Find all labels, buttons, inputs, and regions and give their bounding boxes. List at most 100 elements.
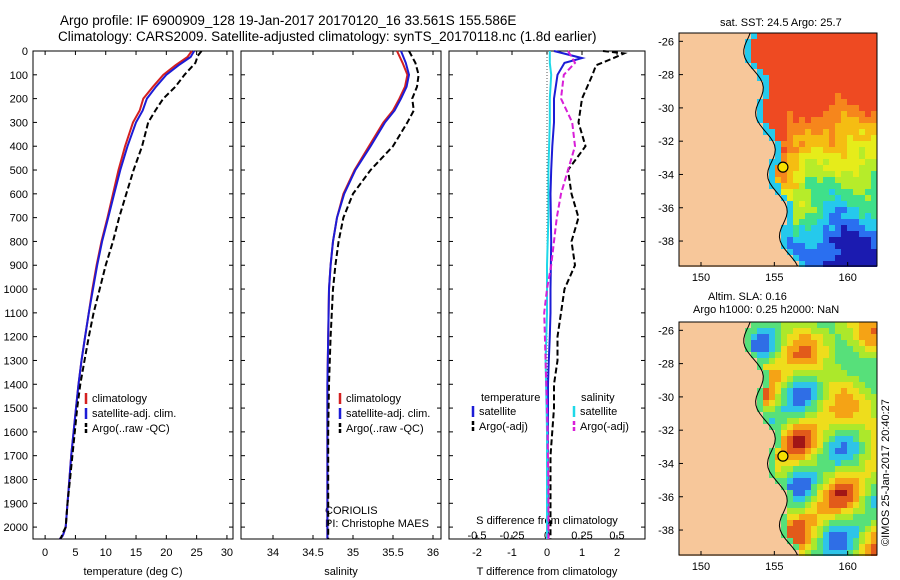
sla-map-cell bbox=[811, 328, 817, 334]
sst-map-cell bbox=[865, 219, 871, 225]
sst-map-cell bbox=[727, 93, 733, 99]
sla-map-cell bbox=[811, 388, 817, 394]
sst-map-cell bbox=[715, 141, 721, 147]
sla-map-cell bbox=[841, 352, 847, 358]
depth-tick-label: 700 bbox=[10, 213, 28, 225]
sla-map-cell bbox=[781, 484, 787, 490]
sla-map-cell bbox=[769, 358, 775, 364]
sst-map-cell bbox=[859, 159, 865, 165]
sla-map-cell bbox=[727, 430, 733, 436]
sst-map-cell bbox=[823, 147, 829, 153]
sst-map-cell bbox=[703, 153, 709, 159]
sst-map-cell bbox=[703, 33, 709, 39]
sla-map-cell bbox=[871, 382, 877, 388]
sla-map-cell bbox=[733, 544, 739, 550]
sst-map-cell bbox=[745, 117, 751, 123]
sla-map-cell bbox=[715, 418, 721, 424]
sst-map-cell bbox=[703, 51, 709, 57]
sst-map-cell bbox=[739, 69, 745, 75]
sla-map-cell bbox=[697, 448, 703, 454]
sst-map-cell bbox=[871, 213, 877, 219]
sla-map-cell bbox=[739, 448, 745, 454]
sst-map-cell bbox=[751, 105, 757, 111]
sst-map-cell bbox=[715, 207, 721, 213]
sla-map-cell bbox=[691, 328, 697, 334]
sst-map-cell bbox=[811, 249, 817, 255]
sst-map-cell bbox=[793, 39, 799, 45]
sla-map-cell bbox=[853, 334, 859, 340]
sst-map-cell bbox=[769, 243, 775, 249]
sla-map-cell bbox=[763, 478, 769, 484]
sla-map-cell bbox=[727, 418, 733, 424]
sst-map-cell bbox=[775, 111, 781, 117]
sst-map-cell bbox=[715, 93, 721, 99]
sst-map-cell bbox=[805, 231, 811, 237]
sla-map-cell bbox=[697, 424, 703, 430]
sla-map-cell bbox=[847, 334, 853, 340]
sst-map-cell bbox=[739, 159, 745, 165]
chart-title-line1: Argo profile: IF 6900909_128 19-Jan-2017… bbox=[60, 13, 517, 28]
sla-map-cell bbox=[715, 436, 721, 442]
sst-map-cell bbox=[703, 129, 709, 135]
sst-map-cell bbox=[745, 141, 751, 147]
sst-map-cell bbox=[739, 177, 745, 183]
sst-map-cell bbox=[865, 111, 871, 117]
sla-map-cell bbox=[871, 340, 877, 346]
sst-map-cell bbox=[859, 165, 865, 171]
sst-map-cell bbox=[823, 99, 829, 105]
salinity-x-tick-label: 35.5 bbox=[382, 547, 403, 559]
sst-map-cell bbox=[775, 117, 781, 123]
sla-map-cell bbox=[709, 526, 715, 532]
sst-map-cell bbox=[751, 231, 757, 237]
sst-map-cell bbox=[775, 39, 781, 45]
sst-map-cell bbox=[787, 255, 793, 261]
sst-map-cell bbox=[763, 33, 769, 39]
sla-map-cell bbox=[703, 322, 709, 328]
sla-map-cell bbox=[823, 412, 829, 418]
sla-map-cell bbox=[871, 448, 877, 454]
sla-map-cell bbox=[751, 352, 757, 358]
sst-map-cell bbox=[769, 177, 775, 183]
sla-map-cell bbox=[709, 382, 715, 388]
sst-map-cell bbox=[811, 213, 817, 219]
temperature-x-tick-label: 10 bbox=[100, 547, 112, 559]
sst-map-cell bbox=[757, 261, 763, 267]
sla-map-cell bbox=[841, 484, 847, 490]
sla-map-cell bbox=[847, 538, 853, 544]
sst-map-cell bbox=[721, 111, 727, 117]
sla-map-cell bbox=[757, 460, 763, 466]
sst-map-cell bbox=[679, 33, 685, 39]
sla-map-cell bbox=[811, 532, 817, 538]
sst-map-cell bbox=[721, 51, 727, 57]
sla-map-cell bbox=[769, 370, 775, 376]
sla-map-cell bbox=[739, 514, 745, 520]
sst-map-cell bbox=[715, 201, 721, 207]
sla-map-cell bbox=[859, 418, 865, 424]
sla-map-cell bbox=[829, 454, 835, 460]
sla-map-cell bbox=[817, 442, 823, 448]
sst-map-cell bbox=[727, 207, 733, 213]
sst-map-cell bbox=[685, 117, 691, 123]
sst-map-cell bbox=[757, 93, 763, 99]
sst-map-cell bbox=[679, 237, 685, 243]
sla-map-cell bbox=[847, 490, 853, 496]
sla-map-cell bbox=[859, 514, 865, 520]
sla-map-cell bbox=[751, 388, 757, 394]
sst-map-cell bbox=[823, 255, 829, 261]
sst-map-cell bbox=[805, 39, 811, 45]
sst-map-cell bbox=[847, 99, 853, 105]
sla-map-cell bbox=[697, 400, 703, 406]
sla-map-cell bbox=[691, 544, 697, 550]
sst-map-cell bbox=[787, 93, 793, 99]
sst-map-cell bbox=[703, 255, 709, 261]
sla-map-cell bbox=[763, 352, 769, 358]
sla-map-cell bbox=[727, 460, 733, 466]
sla-map-cell bbox=[757, 322, 763, 328]
sst-map-cell bbox=[811, 243, 817, 249]
sst-map-cell bbox=[763, 51, 769, 57]
sst-map-cell bbox=[805, 255, 811, 261]
sst-map-cell bbox=[793, 255, 799, 261]
sla-map-cell bbox=[817, 358, 823, 364]
sst-map-cell bbox=[835, 141, 841, 147]
sla-map-cell bbox=[757, 496, 763, 502]
